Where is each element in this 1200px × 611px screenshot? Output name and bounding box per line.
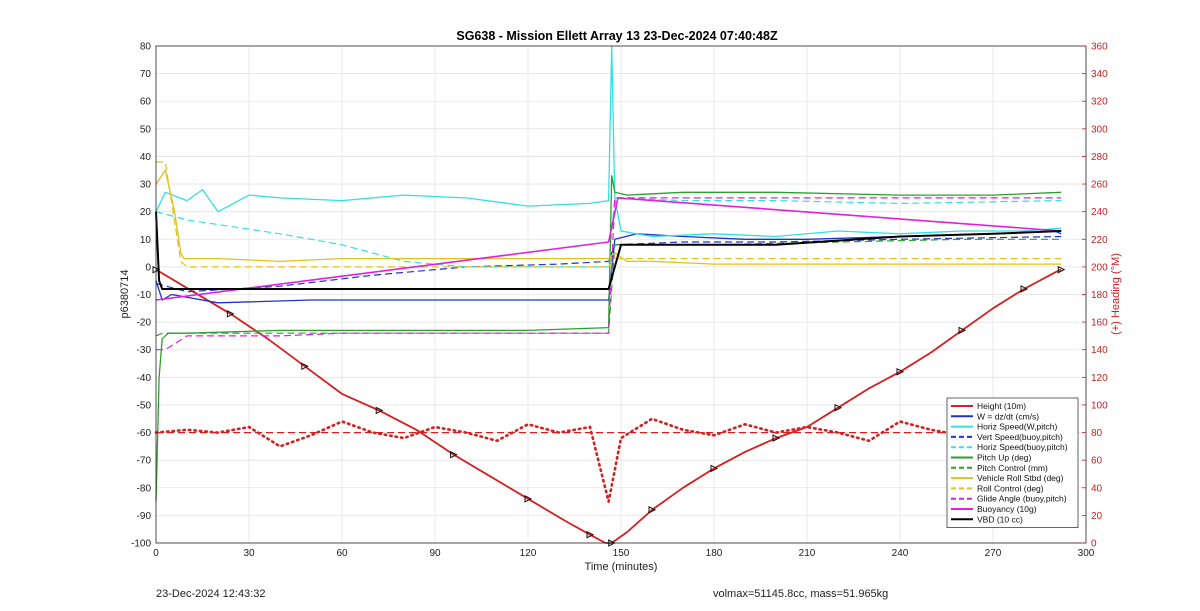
height-marker <box>226 310 235 318</box>
x-tick-label: 210 <box>799 548 816 559</box>
y2-tick-label: 120 <box>1091 373 1108 384</box>
y-tick-label: 40 <box>140 152 152 163</box>
height-marker <box>301 362 309 371</box>
height-marker <box>772 434 781 442</box>
legend-label: Vehicle Roll Stbd (deg) <box>977 473 1064 483</box>
y2-tick-label: 200 <box>1091 262 1108 273</box>
x-tick-label: 30 <box>243 548 255 559</box>
y-tick-label: -30 <box>137 345 152 356</box>
y-tick-label: -70 <box>137 456 152 467</box>
x-tick-label: 300 <box>1078 548 1095 559</box>
y2-tick-label: 80 <box>1091 428 1103 439</box>
y2-tick-label: 300 <box>1091 124 1108 135</box>
y-tick-label: 60 <box>140 97 152 108</box>
y-tick-label: -20 <box>137 318 152 329</box>
y-tick-label: 20 <box>140 207 152 218</box>
axis-ticks: 0 30 60 90 120 150 180 210 240 270 300-100-90-80-7… <box>131 42 1108 560</box>
y-tick-label: 10 <box>140 235 152 246</box>
x-tick-label: 240 <box>892 548 909 559</box>
y-axis-label: p6380714 <box>119 270 131 319</box>
y2-tick-label: 0 <box>1091 539 1097 550</box>
chart-title: SG638 - Mission Ellett Array 13 23-Dec-2… <box>456 29 778 43</box>
series-line-11 <box>155 211 1062 290</box>
y2-tick-label: 100 <box>1091 400 1108 411</box>
legend: Height (10m)W = dz/dt (cm/s)Horiz Speed(… <box>946 397 1079 528</box>
series-line-2 <box>155 45 1062 238</box>
y2-tick-label: 360 <box>1091 42 1108 53</box>
y-tick-label: -60 <box>137 428 152 439</box>
series-line-8 <box>156 161 1062 268</box>
x-tick-label: 180 <box>706 548 723 559</box>
y-tick-label: -100 <box>131 539 151 550</box>
series-line-3 <box>155 235 1062 293</box>
legend-label: W = dz/dt (cm/s) <box>977 411 1039 421</box>
legend-label: Pitch Up (deg) <box>977 453 1031 463</box>
y2-tick-label: 220 <box>1091 235 1108 246</box>
y-tick-label: -90 <box>137 511 152 522</box>
footer-timestamp: 23-Dec-2024 12:43:32 <box>156 588 266 600</box>
y-tick-label: 30 <box>140 180 152 191</box>
y2-tick-label: 60 <box>1091 456 1103 467</box>
y2-tick-label: 260 <box>1091 180 1108 191</box>
footer-vehicle-params: volmax=51145.8cc, mass=51.965kg <box>713 588 889 600</box>
y-tick-label: -80 <box>137 483 152 494</box>
x-tick-label: 90 <box>429 548 441 559</box>
y-tick-label: -50 <box>137 400 152 411</box>
y2-tick-label: 180 <box>1091 290 1108 301</box>
x-tick-label: 270 <box>985 548 1002 559</box>
series-line-12 <box>154 417 1057 503</box>
x-tick-label: 60 <box>336 548 348 559</box>
height-marker <box>648 506 657 514</box>
y2-tick-label: 40 <box>1091 483 1103 494</box>
height-marker <box>710 464 719 473</box>
y-tick-label: -10 <box>137 290 152 301</box>
y-tick-label: 0 <box>145 262 151 273</box>
legend-box <box>946 397 1079 528</box>
y2-tick-label: 340 <box>1091 69 1108 80</box>
height-marker <box>834 403 843 412</box>
legend-label: Roll Control (deg) <box>977 483 1044 493</box>
legend-label: Horiz Speed(W,pitch) <box>977 422 1057 432</box>
height-marker <box>1020 285 1029 293</box>
series-line-7 <box>155 169 1062 265</box>
legend-label: Height (10m) <box>977 401 1026 411</box>
y-tick-label: 80 <box>140 42 152 53</box>
series-line-0 <box>155 268 1062 544</box>
legend-label: Buoyancy (10g) <box>977 504 1037 514</box>
height-marker <box>896 368 905 376</box>
x-tick-label: 120 <box>520 548 537 559</box>
y-tick-label: -40 <box>137 373 152 384</box>
x-tick-label: 150 <box>613 548 630 559</box>
y2-tick-label: 240 <box>1091 207 1108 218</box>
y2-tick-label: 20 <box>1091 511 1103 522</box>
y2-tick-label: 320 <box>1091 97 1108 108</box>
height-marker <box>958 326 967 335</box>
x-tick-label: 0 <box>153 548 159 559</box>
series-line-9 <box>156 197 1062 351</box>
legend-label: Glide Angle (buoy,pitch) <box>977 494 1067 504</box>
series-layer <box>152 45 1066 547</box>
y2-tick-label: 160 <box>1091 318 1108 329</box>
legend-label: Pitch Control (mm) <box>977 463 1048 473</box>
height-marker <box>1057 265 1066 274</box>
y2-tick-label: 280 <box>1091 152 1108 163</box>
y-tick-label: 70 <box>140 69 152 80</box>
height-marker <box>450 450 458 459</box>
y2-tick-label: 140 <box>1091 345 1108 356</box>
height-marker <box>524 495 533 503</box>
y2-axis-label: (+) Heading (°M) <box>1110 253 1122 335</box>
series-line-10 <box>155 197 1062 301</box>
y-tick-label: 50 <box>140 124 152 135</box>
legend-label: Vert Speed(buoy,pitch) <box>977 432 1063 442</box>
x-axis-label: Time (minutes) <box>585 561 658 573</box>
legend-label: Horiz Speed(buoy,pitch) <box>977 442 1068 452</box>
legend-label: VBD (10 cc) <box>977 514 1023 524</box>
height-marker <box>586 530 595 539</box>
height-marker <box>375 406 384 415</box>
